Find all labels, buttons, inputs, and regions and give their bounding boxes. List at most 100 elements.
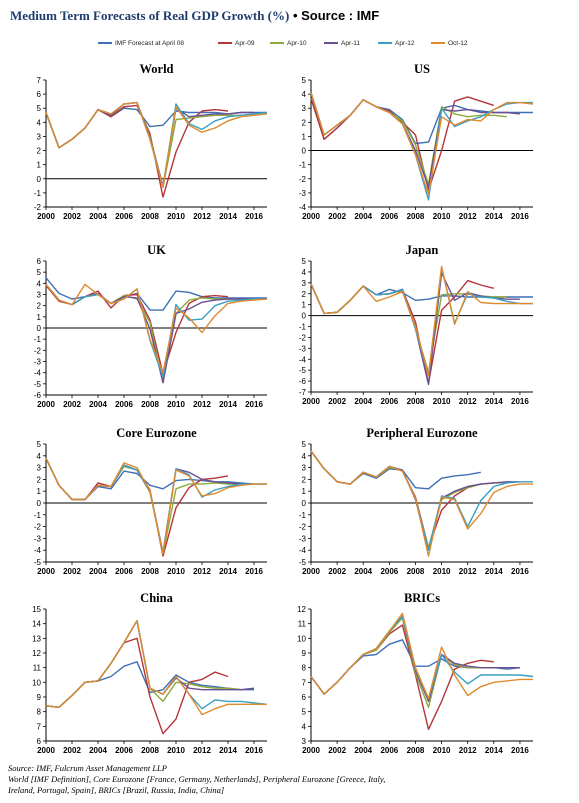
series-line-oct-12 [310,450,533,557]
x-tick-label: 2016 [511,746,529,755]
x-tick-label: 2010 [433,212,451,221]
x-tick-label: 2000 [37,746,55,755]
y-tick-label: 0 [37,175,42,184]
y-tick-label: 0 [302,499,307,508]
x-tick-label: 2008 [141,567,159,576]
x-tick-label: 2004 [354,212,372,221]
series-line-apr-09 [310,450,494,549]
chart-panel-core-eurozone: Core Eurozone -5 -4 -3 -2 -1 0 1 2 3 4 5 2000 2002 200… [34,426,267,576]
y-tick-label: 1 [302,301,307,310]
y-tick-label: -4 [299,546,307,555]
x-tick-label: 2004 [89,400,107,409]
panel-title: BRICs [404,591,440,605]
y-tick-label: 5 [302,440,307,449]
legend-swatch-apr12 [378,42,392,45]
y-tick-label: -4 [34,546,42,555]
panel-title: Japan [406,243,439,257]
title-separator: • [289,8,302,23]
y-tick-label: -5 [34,558,42,567]
x-tick-label: 2004 [89,746,107,755]
chart-panel-brics: BRICs 3 4 5 6 7 8 9 10 11 12 2000 2002 2004 2006 2008 20… [297,591,534,755]
legend-item-apr11: Apr-11 [324,40,360,47]
page-title: Medium Term Forecasts of Real GDP Growth… [10,8,570,24]
y-tick-label: 12 [297,605,306,614]
y-tick-label: 7 [302,678,307,687]
y-tick-label: 0 [37,499,42,508]
x-tick-label: 2014 [485,397,503,406]
y-tick-label: 7 [37,76,42,85]
series-line-apr-12 [45,457,267,554]
y-tick-label: 9 [37,693,42,702]
x-tick-label: 2008 [407,567,425,576]
y-tick-label: 2 [302,118,307,127]
x-tick-label: 2014 [219,400,237,409]
series-line-apr-12 [45,283,267,378]
series-line-oct-12 [45,283,268,374]
chart-panel-japan: Japan -7 -6 -5 -4 -3 -2-1 0 1 2 3 4 5 2000 2002 2004 200… [299,243,533,406]
series-line-apr-12 [310,450,533,551]
x-tick-label: 2014 [219,567,237,576]
legend-swatch-apr10 [270,42,284,45]
y-tick-label: -2 [34,346,42,355]
x-tick-label: 2014 [485,212,503,221]
series-line-oct-12 [45,101,268,188]
y-tick-label: 3 [302,104,307,113]
y-tick-label: -1 [299,323,307,332]
y-tick-label: -4 [299,203,307,212]
legend-label-apr11: Apr-11 [341,40,361,47]
x-tick-label: 2016 [245,400,263,409]
chart-panel-uk: UK -6 -5 -4 -3 -2 -1 0 1 2 3 4 5 6 2000 2002 2004 2006 200… [34,243,268,409]
x-tick-label: 2006 [380,567,398,576]
series-line-apr-10 [310,450,507,549]
x-tick-label: 2008 [407,746,425,755]
y-tick-label: -2 [299,523,307,532]
title-source: Source : IMF [301,8,380,23]
legend-item-apr10: Apr-10 [270,40,307,47]
x-tick-label: 2014 [219,212,237,221]
y-tick-label: 3 [302,279,307,288]
series-line-imf-forecast-at-april-08 [45,107,267,149]
y-tick-label: 4 [37,279,42,288]
y-tick-label: 1 [302,132,307,141]
chart-panel-us: US -4 -3 -2 -1 0 1 2 3 4 5 2000 2002 2004 2006 2008 2010… [299,62,534,221]
y-tick-label: 6 [37,737,42,746]
y-tick-label: -2 [34,203,42,212]
legend: IMF Forecast at April 08 Apr-09 Apr-10 A… [98,40,488,54]
y-tick-label: 14 [32,620,41,629]
x-tick-label: 2000 [37,212,55,221]
y-tick-label: 1 [37,161,42,170]
series-line-apr-11 [310,92,520,188]
x-tick-label: 2014 [219,746,237,755]
legend-label-apr09: Apr-09 [235,40,255,47]
y-tick-label: 4 [302,722,307,731]
x-tick-label: 2006 [115,400,133,409]
y-tick-label: -2 [34,523,42,532]
x-tick-label: 2002 [328,212,346,221]
y-tick-label: -3 [299,189,307,198]
x-tick-label: 2004 [354,567,372,576]
x-tick-label: 2006 [380,212,398,221]
footer-note: Source: IMF, Fulcrum Asset Management LL… [8,763,573,796]
y-tick-label: 6 [37,90,42,99]
x-tick-label: 2014 [485,746,503,755]
x-tick-label: 2000 [302,397,320,406]
y-tick-label: 1 [302,487,307,496]
legend-swatch-apr08 [98,42,112,45]
legend-swatch-apr11 [324,42,338,45]
x-tick-label: 2012 [193,567,211,576]
x-tick-label: 2016 [511,212,529,221]
x-tick-label: 2006 [115,746,133,755]
x-tick-label: 2010 [433,397,451,406]
x-tick-label: 2002 [63,400,81,409]
title-text: Medium Term Forecasts of Real GDP Growth… [10,8,290,23]
x-tick-label: 2002 [63,212,81,221]
y-tick-label: 8 [302,664,307,673]
x-tick-label: 2010 [167,400,185,409]
y-tick-label: -1 [34,511,42,520]
y-tick-label: 3 [37,132,42,141]
y-tick-label: 4 [302,90,307,99]
x-tick-label: 2004 [89,212,107,221]
series-line-oct-12 [310,612,533,700]
y-tick-label: -1 [34,335,42,344]
x-tick-label: 2010 [433,567,451,576]
